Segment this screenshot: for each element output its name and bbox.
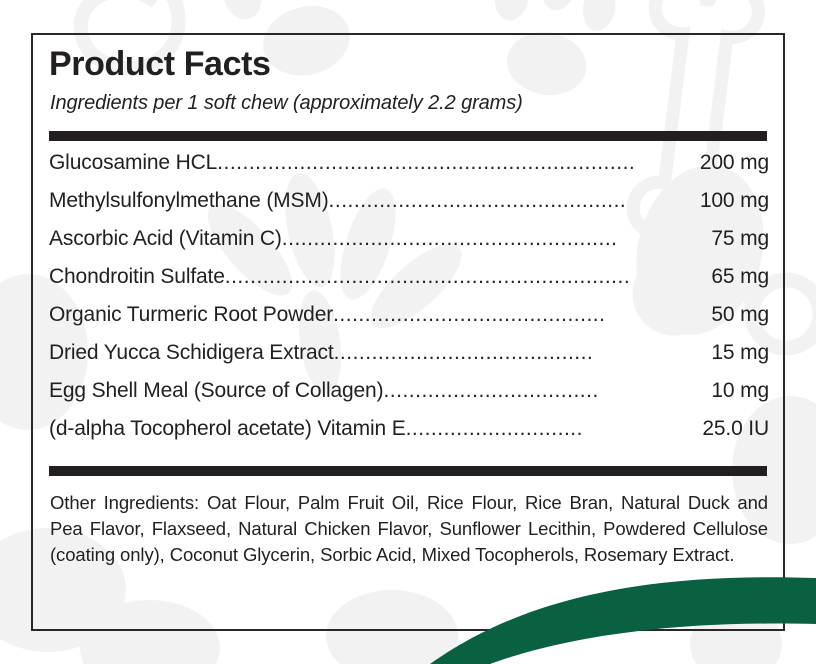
ingredient-amount: 15 mg (711, 341, 769, 364)
ingredient-name: Methylsulfonylmethane (MSM) (49, 189, 329, 212)
divider-bottom (49, 466, 767, 476)
ingredient-amount: 10 mg (711, 379, 769, 402)
ingredient-amount: 200 mg (699, 151, 769, 174)
ingredient-name: Glucosamine HCL (49, 151, 218, 174)
ingredient-name: Ascorbic Acid (Vitamin C) (49, 227, 282, 250)
ingredient-row: Ascorbic Acid (Vitamin C)...............… (49, 227, 769, 265)
dot-leader: ........................................… (217, 151, 636, 174)
ingredient-amount: 25.0 IU (702, 417, 769, 440)
ingredient-amount: 100 mg (699, 189, 769, 212)
ingredient-row: (d-alpha Tocopherol acetate) Vitamin E..… (49, 417, 769, 455)
other-ingredients-text: Other Ingredients: Oat Flour, Palm Fruit… (50, 492, 768, 565)
serving-size-text: Ingredients per 1 soft chew (approximate… (50, 92, 523, 114)
dot-leader: ........................................… (281, 227, 618, 250)
ingredient-name: Egg Shell Meal (Source of Collagen) (49, 379, 384, 402)
ingredient-list: Glucosamine HCL.........................… (49, 151, 769, 455)
product-facts-panel: Product Facts Ingredients per 1 soft che… (31, 33, 785, 631)
ingredient-row: Dried Yucca Schidigera Extract..........… (49, 341, 769, 379)
ingredient-name: (d-alpha Tocopherol acetate) Vitamin E (49, 417, 406, 440)
dot-leader: .................................. (383, 379, 599, 402)
ingredient-row: Methylsulfonylmethane (MSM).............… (49, 189, 769, 227)
dot-leader: ............................ (405, 417, 583, 440)
dot-leader: ........................................… (333, 303, 606, 326)
ingredient-amount: 75 mg (711, 227, 769, 250)
divider-top (49, 131, 767, 141)
ingredient-row: Glucosamine HCL.........................… (49, 151, 769, 189)
dot-leader: ........................................… (333, 341, 594, 364)
ingredient-row: Chondroitin Sulfate.....................… (49, 265, 769, 303)
ingredient-amount: 50 mg (711, 303, 769, 326)
ingredient-name: Organic Turmeric Root Powder (49, 303, 334, 326)
ingredient-row: Organic Turmeric Root Powder............… (49, 303, 769, 341)
ingredient-row: Egg Shell Meal (Source of Collagen).....… (49, 379, 769, 417)
ingredient-name: Dried Yucca Schidigera Extract (49, 341, 334, 364)
ingredient-amount: 65 mg (711, 265, 769, 288)
page-title: Product Facts (49, 45, 271, 83)
dot-leader: ........................................… (224, 265, 631, 288)
dot-leader: ........................................… (328, 189, 627, 212)
ingredient-name: Chondroitin Sulfate (49, 265, 225, 288)
